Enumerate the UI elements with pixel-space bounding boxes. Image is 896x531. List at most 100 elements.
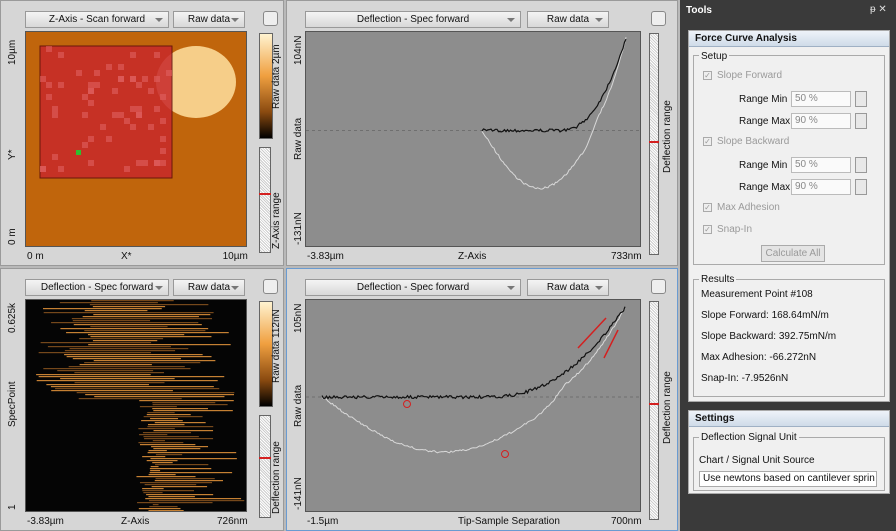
streak (73, 358, 181, 359)
streak (148, 424, 184, 425)
spinner[interactable] (855, 157, 867, 173)
streak (51, 322, 198, 323)
marker (76, 150, 81, 155)
mode-dropdown[interactable]: Raw data (173, 11, 245, 28)
range-marker (649, 403, 659, 405)
field-label: Chart / Signal Unit Source (699, 455, 815, 466)
range-label: Deflection range (662, 100, 673, 173)
streak (93, 314, 210, 315)
streak (66, 332, 229, 333)
page: Z-Axis - Scan forwardRaw data10µmY*0 m0 … (0, 0, 896, 531)
range-label: Deflection range (271, 441, 282, 514)
streak (155, 480, 223, 481)
streak (90, 326, 167, 327)
streak (148, 452, 237, 453)
channel-dropdown[interactable]: Deflection - Spec forward (305, 11, 521, 28)
x-label-mid: Tip-Sample Separation (458, 516, 560, 527)
plot[interactable] (305, 299, 641, 512)
pixel (82, 112, 88, 118)
plot[interactable] (25, 299, 247, 512)
checkbox[interactable]: ✓ (703, 71, 712, 80)
y-label-mid: SpecPoint (7, 381, 18, 427)
pixel (112, 88, 118, 94)
streak (149, 474, 176, 475)
streak (70, 348, 189, 349)
x-label-left: -3.83µm (27, 516, 64, 527)
y-label-mid: Raw data (293, 118, 304, 160)
pixel (118, 76, 124, 82)
section-header[interactable]: Settings (689, 411, 889, 427)
streak (153, 448, 200, 449)
spinner[interactable] (855, 113, 867, 129)
mode-dropdown[interactable]: Raw data (173, 279, 245, 296)
mode-dropdown[interactable]: Raw data (527, 11, 609, 28)
checkbox[interactable]: ✓ (703, 225, 712, 234)
pixel (88, 88, 94, 94)
pixel (118, 64, 124, 70)
group-title: Deflection Signal Unit (699, 432, 799, 443)
section-header[interactable]: Force Curve Analysis (689, 31, 889, 47)
streak (148, 496, 194, 497)
tools-window: Tools ᵽ ✕ Force Curve Analysis Setup ✓Sl… (680, 0, 896, 531)
channel-dropdown[interactable]: Deflection - Spec forward (305, 279, 521, 296)
streak (94, 360, 216, 361)
range-input[interactable]: 50 % (791, 157, 851, 173)
streak (83, 316, 199, 317)
result-line: Max Adhesion: -66.272nN (701, 352, 816, 363)
spinner[interactable] (855, 179, 867, 195)
pixel (58, 82, 64, 88)
pixel (160, 94, 166, 100)
streak (147, 414, 191, 415)
settings-button[interactable] (651, 11, 666, 26)
checkbox[interactable]: ✓ (703, 203, 712, 212)
pixel (52, 106, 58, 112)
streak (69, 366, 185, 367)
streak (153, 404, 228, 405)
streak (137, 502, 212, 503)
streak (85, 394, 234, 395)
streak (150, 418, 178, 419)
settings-button[interactable] (263, 279, 278, 294)
settings-button[interactable] (651, 279, 666, 294)
streak (90, 336, 211, 337)
channel-dropdown[interactable]: Z-Axis - Scan forward (25, 11, 169, 28)
pixel (118, 112, 124, 118)
streak (143, 432, 191, 433)
pixel (136, 160, 142, 166)
plot[interactable] (25, 31, 247, 247)
pixel (58, 52, 64, 58)
streak (148, 450, 166, 451)
window-buttons[interactable]: ᵽ ✕ (870, 4, 887, 15)
mode-dropdown[interactable]: Raw data (527, 279, 609, 296)
plot-bg (306, 300, 640, 511)
checkbox-label: Max Adhesion (717, 202, 780, 213)
calculate-button[interactable]: Calculate All (761, 245, 825, 262)
unit-select[interactable]: Use newtons based on cantilever sprin (699, 471, 877, 487)
range-input[interactable]: 90 % (791, 179, 851, 195)
settings-button[interactable] (263, 11, 278, 26)
plot[interactable] (305, 31, 641, 247)
y-label-bottom: -131nN (293, 212, 304, 245)
streak (152, 486, 207, 487)
streak (142, 488, 164, 489)
spinner[interactable] (855, 91, 867, 107)
pixel (130, 106, 136, 112)
streak (150, 470, 160, 471)
streak (145, 498, 241, 499)
streak (79, 398, 182, 399)
channel-dropdown[interactable]: Deflection - Spec forward (25, 279, 169, 296)
streak (93, 306, 165, 307)
result-line: Slope Backward: 392.75mN/m (701, 331, 836, 342)
pixel (154, 52, 160, 58)
range-input[interactable]: 50 % (791, 91, 851, 107)
streak (144, 436, 199, 437)
streak (153, 440, 165, 441)
x-label-left: 0 m (27, 251, 44, 262)
colorbar-label: Raw data 2µm (271, 44, 282, 109)
range-input[interactable]: 90 % (791, 113, 851, 129)
tools-title: Tools (686, 5, 712, 16)
checkbox[interactable]: ✓ (703, 137, 712, 146)
streak (152, 462, 172, 463)
